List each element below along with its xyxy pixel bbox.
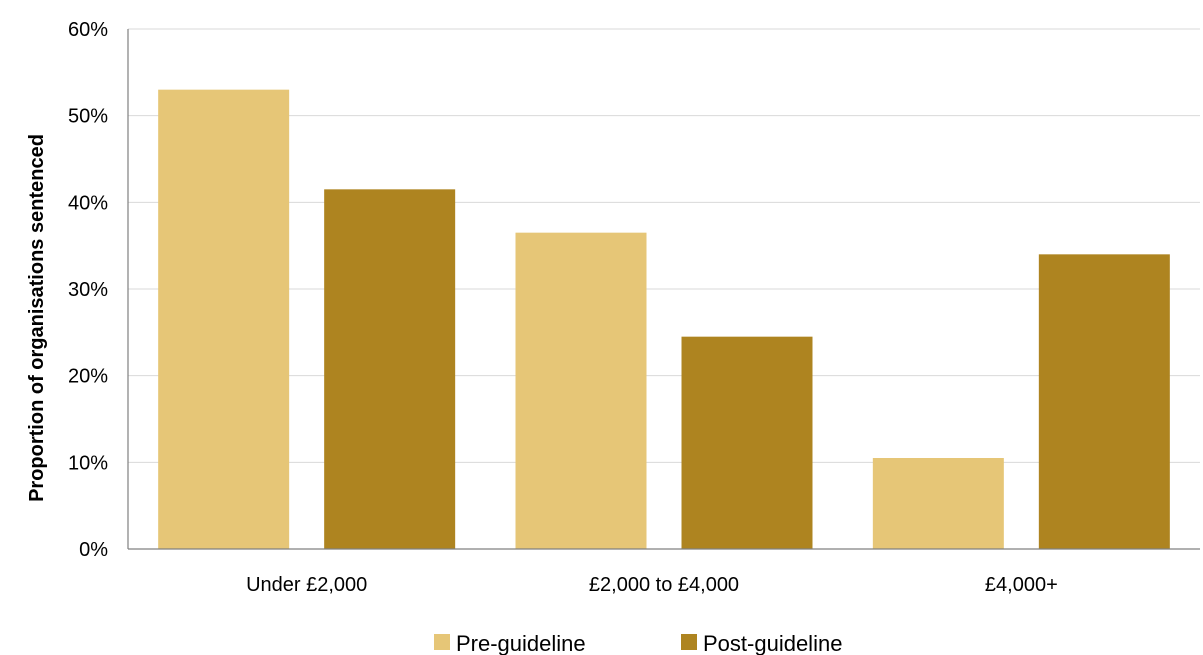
x-tick-label: Under £2,000 xyxy=(246,574,367,596)
y-tick-label: 50% xyxy=(68,106,108,128)
legend-swatch xyxy=(434,634,450,650)
bar-post-guideline-1 xyxy=(681,336,813,549)
bars xyxy=(158,89,1170,550)
x-tick-labels: Under £2,000 £2,000 to £4,000 £4,000+ xyxy=(246,574,1058,596)
x-tick-label: £4,000+ xyxy=(985,574,1058,596)
y-tick-label: 30% xyxy=(68,279,108,301)
axes xyxy=(127,29,1200,550)
bar-post-guideline-2 xyxy=(1038,254,1170,550)
legend-label: Pre-guideline xyxy=(456,631,586,655)
legend-swatch xyxy=(681,634,697,650)
y-tick-label: 40% xyxy=(68,192,108,214)
y-axis-title: Proportion of organisations sentenced xyxy=(26,134,48,502)
y-tick-label: 60% xyxy=(68,19,108,41)
gridlines xyxy=(128,28,1200,463)
y-tick-label: 20% xyxy=(68,366,108,388)
bar-pre-guideline-0 xyxy=(158,89,290,550)
bar-pre-guideline-2 xyxy=(872,458,1004,549)
x-tick-label: £2,000 to £4,000 xyxy=(589,574,739,596)
y-tick-label: 0% xyxy=(79,539,108,561)
bar-post-guideline-0 xyxy=(324,189,456,550)
y-tick-label: 10% xyxy=(68,452,108,474)
y-tick-labels: 0% 10% 20% 30% 40% 50% 60% xyxy=(68,19,108,561)
bar-pre-guideline-1 xyxy=(515,232,647,549)
legend-label: Post-guideline xyxy=(703,631,842,655)
legend: Pre-guideline Post-guideline xyxy=(434,631,842,655)
